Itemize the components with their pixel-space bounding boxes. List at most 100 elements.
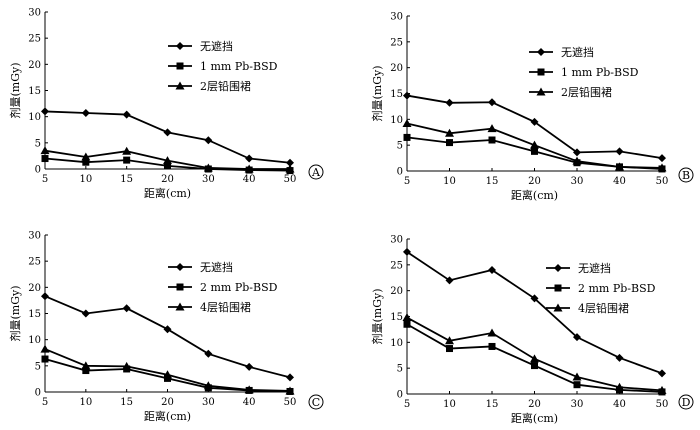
data-point-diamond [488, 266, 496, 274]
legend-marker-triangle [175, 81, 185, 90]
data-point-diamond [615, 353, 624, 362]
data-point-diamond [488, 98, 496, 107]
legend-label: 1 mm Pb-BSD [200, 60, 278, 73]
data-point-triangle [445, 336, 454, 345]
legend-label: 1 mm Pb-BSD [561, 66, 639, 79]
data-point-diamond [445, 98, 454, 107]
y-tick-label: 30 [28, 231, 41, 242]
x-tick-label: 40 [243, 397, 256, 408]
y-tick-label: 5 [35, 138, 41, 149]
legend-marker-triangle [175, 302, 185, 311]
x-tick-label: 30 [571, 399, 584, 410]
series-line-diamond [44, 110, 291, 164]
x-tick-label: 20 [528, 399, 541, 410]
panel-label-circle [308, 394, 324, 410]
data-point-diamond [403, 247, 411, 256]
data-point-square [164, 162, 171, 170]
data-point-diamond [403, 91, 411, 100]
y-tick-label: 5 [35, 361, 41, 372]
data-point-triangle [285, 164, 295, 173]
y-tick-label: 25 [390, 37, 403, 48]
y-tick-label: 5 [397, 141, 403, 152]
y-tick-label: 15 [28, 86, 41, 97]
x-tick-label: 30 [202, 174, 215, 185]
legend-label: 4层铅围裙 [578, 301, 629, 315]
y-tick-label: 0 [397, 390, 403, 401]
data-point-triangle [657, 163, 667, 172]
y-tick-label: 20 [390, 286, 403, 297]
x-tick-label: 10 [79, 397, 92, 408]
x-tick-label: 40 [613, 176, 626, 187]
data-point-diamond [445, 276, 454, 285]
data-point-diamond [573, 333, 581, 342]
y-tick-label: 0 [35, 165, 41, 176]
x-tick-label: 40 [613, 399, 626, 410]
x-tick-label: 10 [79, 174, 92, 185]
legend-marker-triangle [536, 87, 546, 96]
data-point-square [123, 156, 131, 164]
data-point-triangle [40, 344, 50, 353]
data-point-diamond [286, 373, 294, 382]
x-tick-label: 15 [486, 176, 499, 187]
legend-marker-square [537, 68, 545, 76]
x-tick-label: 5 [404, 399, 410, 410]
x-tick-label: 30 [202, 397, 215, 408]
data-point-diamond [245, 154, 254, 163]
y-tick-label: 30 [28, 8, 41, 19]
y-tick-label: 0 [35, 388, 41, 399]
data-point-triangle [203, 163, 213, 172]
data-point-diamond [658, 154, 666, 163]
y-tick-label: 25 [28, 34, 41, 45]
x-tick-label: 10 [443, 176, 456, 187]
x-tick-label: 15 [120, 397, 133, 408]
data-point-square [82, 367, 90, 375]
panel-label-circle [678, 394, 694, 410]
y-tick-label: 20 [28, 60, 41, 71]
data-point-triangle [81, 152, 91, 161]
x-tick-label: 10 [443, 399, 456, 410]
data-point-triangle [81, 361, 91, 370]
data-point-diamond [286, 158, 294, 167]
x-tick-label: 20 [161, 174, 174, 185]
legend-marker-diamond [176, 42, 184, 50]
data-point-diamond [81, 109, 90, 118]
legend-label: 2层铅围裙 [200, 79, 251, 93]
data-point-triangle [244, 385, 254, 394]
legend-marker-square [554, 284, 562, 292]
panel-label: C [312, 396, 320, 409]
x-tick-label: 30 [571, 176, 584, 187]
y-tick-label: 15 [390, 89, 403, 100]
y-tick-label: 30 [390, 12, 403, 23]
y-tick-label: 25 [28, 257, 41, 268]
x-tick-label: 50 [284, 397, 297, 408]
y-tick-label: 20 [28, 283, 41, 294]
data-point-triangle [244, 164, 254, 173]
legend-label: 2 mm Pb-BSD [200, 281, 278, 294]
y-tick-label: 30 [390, 235, 403, 246]
legend-label: 无遮挡 [200, 39, 233, 53]
x-tick-label: 40 [243, 174, 256, 185]
series-line-diamond [44, 295, 291, 379]
legend-label: 2 mm Pb-BSD [578, 282, 656, 295]
legend-marker-triangle [553, 303, 563, 312]
data-point-triangle [572, 156, 582, 165]
y-tick-label: 5 [397, 364, 403, 375]
data-point-triangle [163, 370, 172, 379]
y-tick-label: 15 [28, 309, 41, 320]
panel-label-circle [678, 167, 694, 183]
data-point-triangle [657, 385, 667, 394]
data-point-triangle [445, 128, 454, 137]
data-point-triangle [615, 162, 624, 171]
data-point-diamond [163, 325, 172, 334]
data-point-square [446, 139, 453, 147]
legend-marker-diamond [537, 48, 545, 56]
series-line-triangle [406, 316, 663, 392]
data-point-triangle [402, 118, 412, 127]
legend-label: 无遮挡 [200, 260, 233, 274]
y-tick-label: 15 [390, 312, 403, 323]
data-point-square [488, 136, 496, 144]
y-tick-label: 25 [390, 260, 403, 271]
